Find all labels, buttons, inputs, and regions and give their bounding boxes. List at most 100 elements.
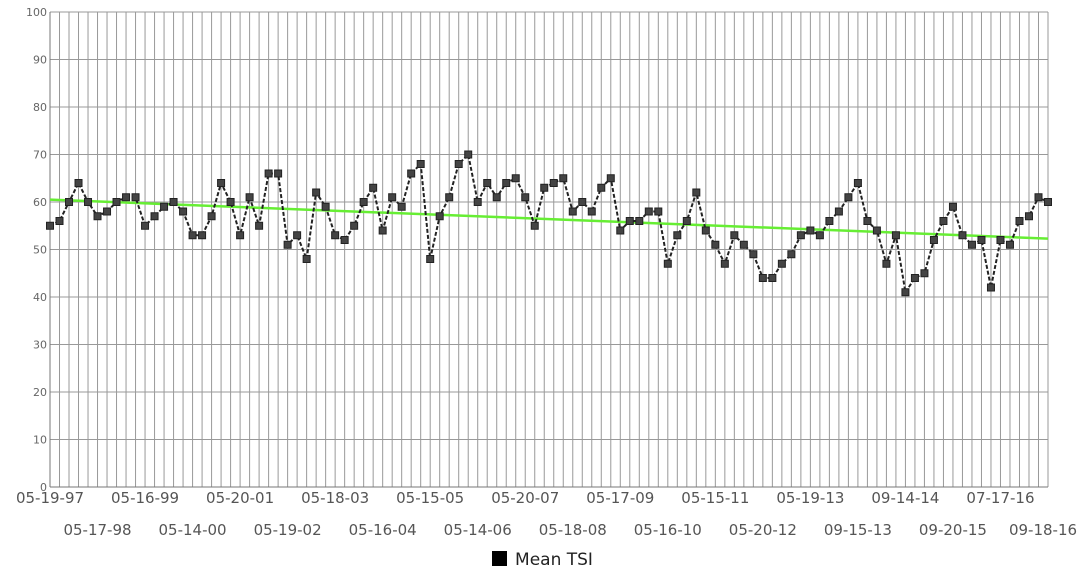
- trendline: [49, 198, 1049, 240]
- data-point: [245, 193, 254, 202]
- data-point: [578, 198, 587, 206]
- x-tick-label: 05-14-00: [159, 521, 227, 539]
- data-point: [350, 221, 359, 230]
- data-point: [635, 217, 644, 225]
- x-tick-label: 05-17-09: [586, 489, 654, 507]
- legend: Mean TSI: [0, 550, 1085, 570]
- x-tick-label: 05-18-08: [539, 521, 607, 539]
- horizontal-gridlines: [49, 11, 1048, 488]
- data-point: [882, 259, 891, 268]
- data-point: [616, 226, 625, 235]
- data-point: [901, 288, 910, 297]
- data-point: [407, 169, 416, 178]
- y-tick-labels: 0 10 20 30 40 50 60 70 80 90 100: [26, 6, 47, 494]
- x-tick-label: 05-19-13: [776, 489, 844, 507]
- data-point: [378, 226, 387, 235]
- y-tick-label: 20: [33, 386, 47, 399]
- data-point: [131, 193, 140, 202]
- data-point: [217, 179, 226, 187]
- data-point: [426, 255, 435, 263]
- y-tick-label: 70: [33, 149, 47, 162]
- data-point: [958, 231, 967, 240]
- y-tick-label: 100: [26, 6, 47, 19]
- x-tick-labels: 05-19-97 05-16-99 05-20-01 05-18-03 05-15-05…: [16, 489, 1077, 539]
- data-point: [910, 274, 919, 282]
- data-point: [340, 236, 349, 244]
- data-point: [749, 250, 758, 259]
- data-point: [663, 259, 672, 268]
- data-point: [939, 217, 948, 225]
- data-point: [844, 193, 853, 202]
- data-point: [46, 221, 54, 230]
- data-point: [654, 207, 663, 216]
- data-point: [920, 269, 929, 278]
- data-point: [198, 231, 207, 240]
- data-point: [625, 217, 634, 225]
- data-point: [435, 212, 444, 221]
- data-point: [521, 193, 530, 202]
- data-point: [730, 231, 739, 240]
- data-point: [359, 198, 368, 206]
- data-point: [1034, 193, 1043, 202]
- data-point: [948, 202, 957, 211]
- data-point: [112, 198, 121, 206]
- data-point: [606, 174, 615, 183]
- data-point: [293, 231, 302, 240]
- data-point: [815, 231, 824, 240]
- y-tick-label: 0: [40, 481, 47, 494]
- x-tick-label: 05-20-12: [729, 521, 797, 539]
- data-point: [701, 226, 710, 235]
- data-point: [806, 226, 815, 235]
- data-point: [692, 188, 701, 197]
- data-point: [549, 179, 558, 187]
- x-tick-label: 05-15-05: [396, 489, 464, 507]
- data-point: [454, 160, 463, 168]
- y-tick-label: 80: [33, 101, 47, 114]
- y-tick-label: 30: [33, 339, 47, 352]
- data-point: [150, 212, 159, 221]
- y-tick-label: 10: [33, 434, 47, 447]
- x-tick-label: 09-20-15: [919, 521, 987, 539]
- data-point: [540, 183, 549, 192]
- x-tick-label: 05-19-97: [16, 489, 84, 507]
- series-line: [49, 152, 1049, 295]
- data-point: [331, 231, 340, 240]
- data-point: [977, 236, 986, 244]
- data-point: [511, 174, 520, 183]
- data-point: [967, 240, 976, 249]
- data-point: [274, 169, 283, 178]
- data-point: [122, 193, 131, 202]
- data-point: [473, 198, 482, 206]
- data-point: [720, 259, 729, 268]
- data-point: [1044, 198, 1052, 206]
- x-tick-label: 07-17-16: [966, 489, 1034, 507]
- data-point: [853, 179, 862, 187]
- data-point: [207, 212, 216, 221]
- x-tick-label: 05-19-02: [254, 521, 322, 539]
- data-point: [397, 202, 406, 211]
- data-point: [369, 183, 378, 192]
- data-point: [739, 240, 748, 249]
- data-point: [302, 255, 311, 263]
- data-point: [283, 240, 292, 249]
- x-tick-label: 05-20-01: [206, 489, 274, 507]
- y-tick-label: 50: [33, 244, 47, 257]
- y-tick-label: 90: [33, 54, 47, 67]
- data-point: [1024, 212, 1033, 221]
- trendline-line: [49, 198, 1049, 240]
- data-point: [416, 160, 425, 168]
- data-point: [502, 179, 511, 187]
- data-point: [236, 231, 245, 240]
- data-point: [682, 217, 691, 225]
- series-mean-tsi: [46, 150, 1052, 297]
- y-tick-label: 40: [33, 291, 47, 304]
- data-point: [492, 193, 501, 202]
- data-point: [530, 221, 539, 230]
- data-point: [777, 259, 786, 268]
- data-point: [673, 231, 682, 240]
- x-tick-label: 05-18-03: [301, 489, 369, 507]
- data-point: [169, 198, 178, 206]
- data-point: [312, 188, 321, 197]
- data-point: [226, 198, 235, 206]
